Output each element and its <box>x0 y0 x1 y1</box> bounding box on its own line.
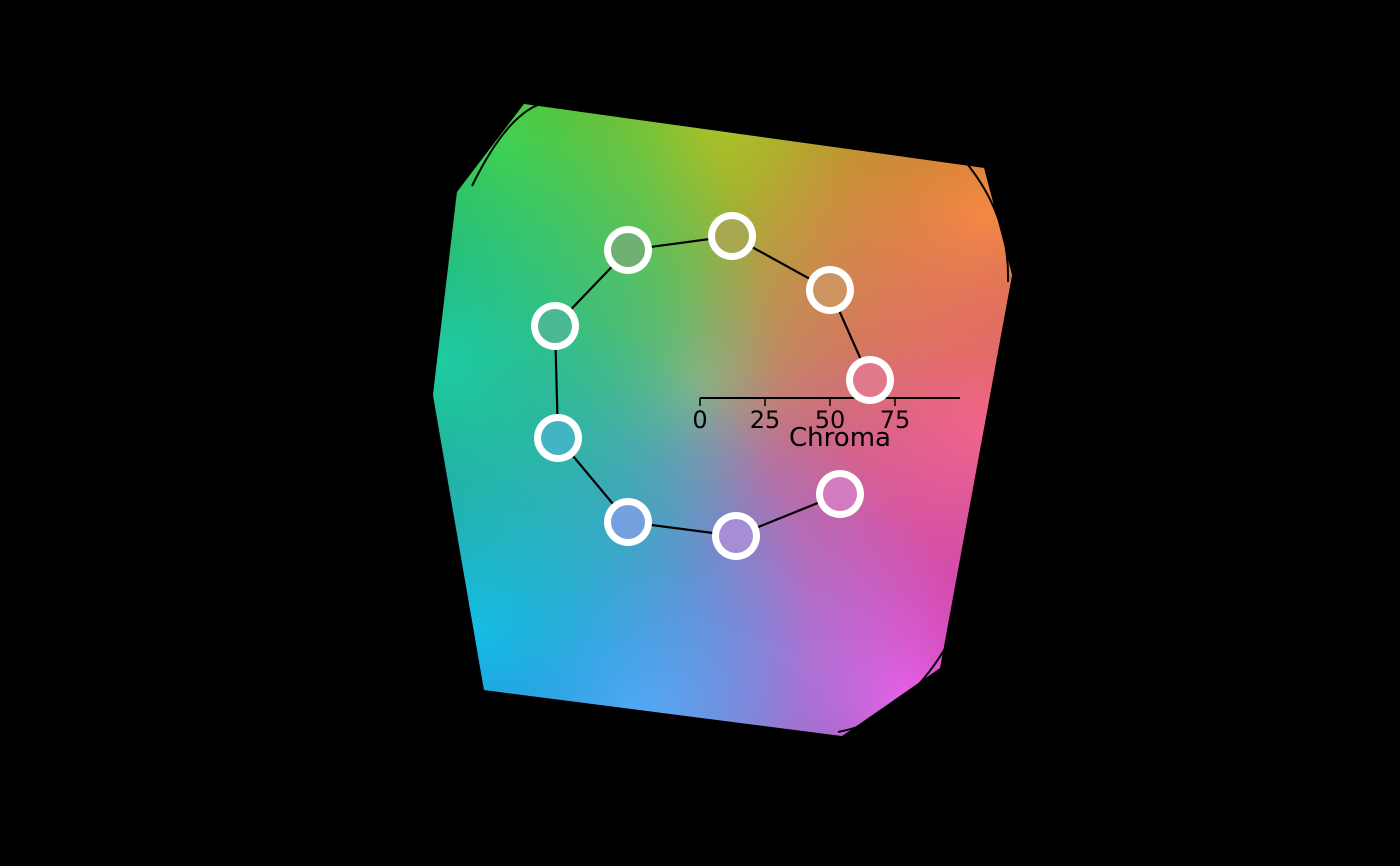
node-8-violet <box>712 512 760 560</box>
node-3-olive <box>708 212 756 260</box>
node-1-pink <box>846 356 894 404</box>
node-5-teal <box>531 302 579 350</box>
hcl-polar-plot: 0255075Chroma <box>0 0 1400 866</box>
node-2-tan <box>806 266 854 314</box>
chroma-tick-label: 25 <box>750 406 781 434</box>
palette-node-fill <box>853 363 887 397</box>
node-7-blue <box>604 498 652 546</box>
chroma-axis-label: Chroma <box>789 423 891 453</box>
palette-node-fill <box>611 505 645 539</box>
chroma-tick-label: 0 <box>692 406 707 434</box>
palette-node-fill <box>538 309 572 343</box>
palette-node-fill <box>719 519 753 553</box>
node-9-magenta <box>816 470 864 518</box>
node-4-green <box>604 226 652 274</box>
figure-stage: 0255075Chroma <box>0 0 1400 866</box>
palette-node-fill <box>813 273 847 307</box>
palette-node-fill <box>611 233 645 267</box>
palette-node-fill <box>715 219 749 253</box>
palette-node-fill <box>823 477 857 511</box>
palette-node-fill <box>541 421 575 455</box>
node-6-cyan <box>534 414 582 462</box>
